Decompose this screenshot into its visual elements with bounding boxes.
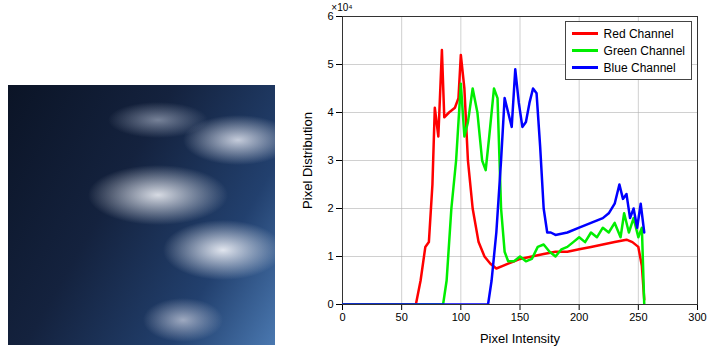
svg-text:250: 250 [629,311,647,323]
svg-text:150: 150 [511,311,529,323]
svg-text:×10⁴: ×10⁴ [331,2,352,13]
svg-text:5: 5 [327,58,333,70]
html-text:Blue Channel: Blue Channel [603,60,676,75]
svg-text:Pixel Distribution: Pixel Distribution [300,112,315,209]
svg-text:0: 0 [327,298,333,310]
svg-text:50: 50 [396,311,408,323]
svg-text:Pixel Intensity: Pixel Intensity [480,331,561,346]
svg-text:300: 300 [688,311,706,323]
svg-text:2: 2 [327,202,333,214]
svg-text:200: 200 [570,311,588,323]
svg-text:4: 4 [327,106,333,118]
html-text:Green Channel: Green Channel [603,43,685,58]
svg-text:100: 100 [452,311,470,323]
svg-text:3: 3 [327,154,333,166]
svg-text:6: 6 [327,10,334,22]
html-text:Red Channel: Red Channel [603,26,674,41]
svg-text:0: 0 [339,311,345,323]
svg-text:1: 1 [327,250,333,262]
